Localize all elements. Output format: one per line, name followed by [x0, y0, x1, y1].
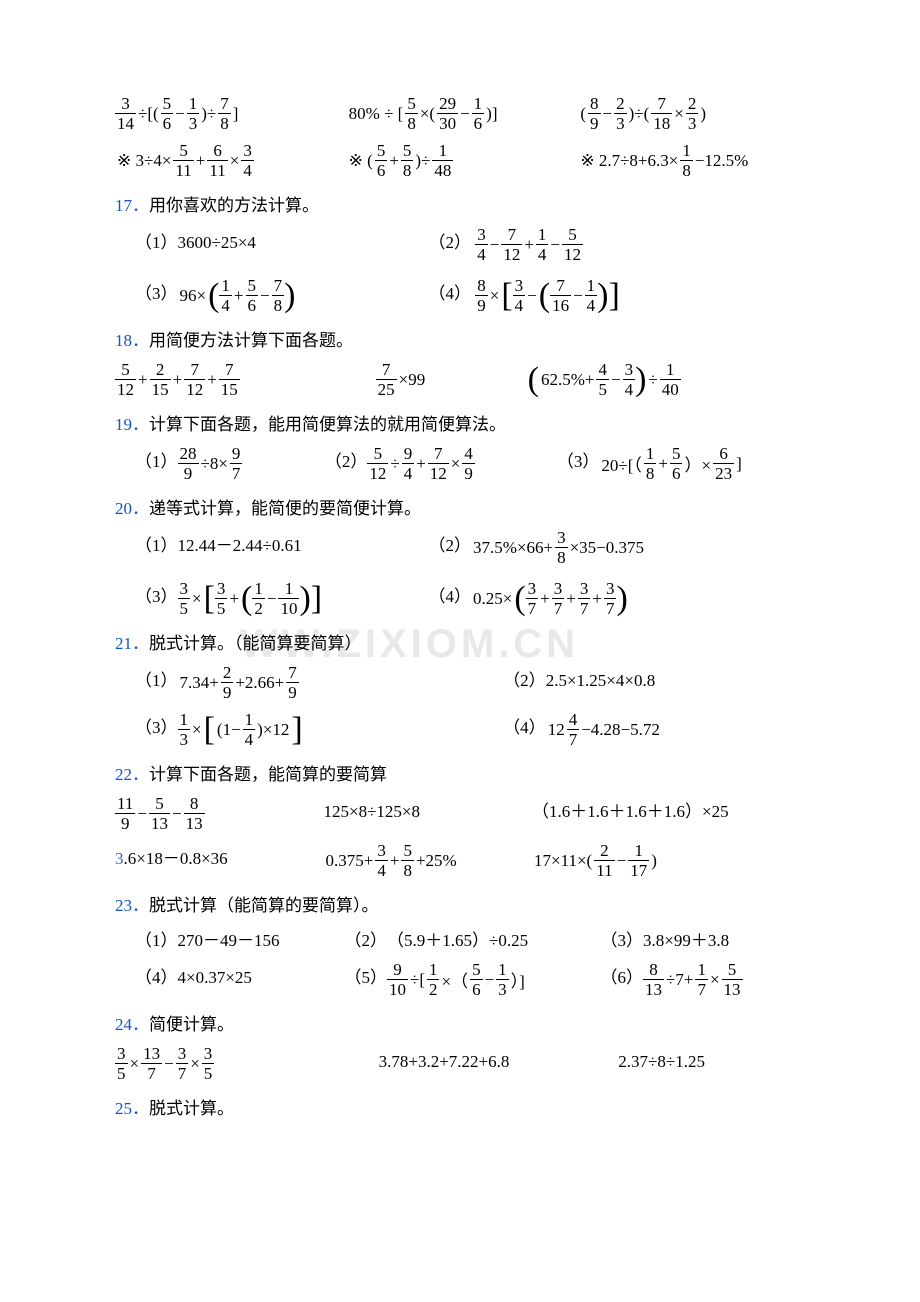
expr-row: 314÷[(56−13)÷78] 80% ÷ [58×(2930−16)] (8…	[115, 95, 810, 132]
q23-row1: （1）270－49－156 （2）（5.9＋1.65）÷0.25 （3）3.8×…	[135, 926, 810, 951]
q17-row1: （1）3600÷25×4 （2） 34−712+14−512	[135, 226, 810, 263]
q23-heading: 23．脱式计算（能简算的要简算）。	[115, 891, 810, 916]
document-body: 314÷[(56−13)÷78] 80% ÷ [58×(2930−16)] (8…	[115, 95, 810, 1119]
q22-row2: 3.6×18－0.8×36 0.375+34+58+25% 17×11×(211…	[115, 842, 810, 879]
q18-row: 512+215+712+715 725×99 (62.5%+45−34)÷140	[115, 361, 810, 398]
q21-heading: 21．脱式计算。（能简算要简算）	[115, 629, 810, 654]
q24-heading: 24．简便计算。	[115, 1010, 810, 1035]
q18-heading: 18．用简便方法计算下面各题。	[115, 326, 810, 351]
expr-row: ※ 3÷4×511+611×34 ※ (56+58)÷148 ※ 2.7÷8+6…	[115, 142, 810, 179]
q22-heading: 22．计算下面各题，能简算的要简算	[115, 760, 810, 785]
q19-row: （1）289÷8×97 （2）512÷94+712×49 （3）20÷[（18+…	[135, 445, 810, 482]
q21-row2: （3）13×[(1−14)×12] （4）1247−4.28−5.72	[135, 711, 810, 748]
q20-row2: （3）35×[35+(12−110)] （4）0.25×(37+37+37+37…	[135, 580, 810, 617]
q21-row1: （1）7.34+29+2.66+79 （2）2.5×1.25×4×0.8	[135, 664, 810, 701]
q20-heading: 20．递等式计算，能简便的要简便计算。	[115, 494, 810, 519]
q22-row1: 119−513−813 125×8÷125×8 （1.6＋1.6＋1.6＋1.6…	[115, 795, 810, 832]
q23-row2: （4）4×0.37×25 （5）910÷[12×（56−13）] （6）813÷…	[135, 961, 810, 998]
q19-heading: 19．计算下面各题，能用简便算法的就用简便算法。	[115, 410, 810, 435]
q17-heading: 17．用你喜欢的方法计算。	[115, 191, 810, 216]
q25-heading: 25．脱式计算。	[115, 1094, 810, 1119]
q17-row2: （3）96×(14+56−78) （4） 89×[34−(716−14)]	[135, 277, 810, 314]
q24-row: 35×137−37×35 3.78+3.2+7.22+6.8 2.37÷8÷1.…	[115, 1045, 810, 1082]
q20-row1: （1）12.44－2.44÷0.61 （2）37.5%×66+38×35−0.3…	[135, 529, 810, 566]
